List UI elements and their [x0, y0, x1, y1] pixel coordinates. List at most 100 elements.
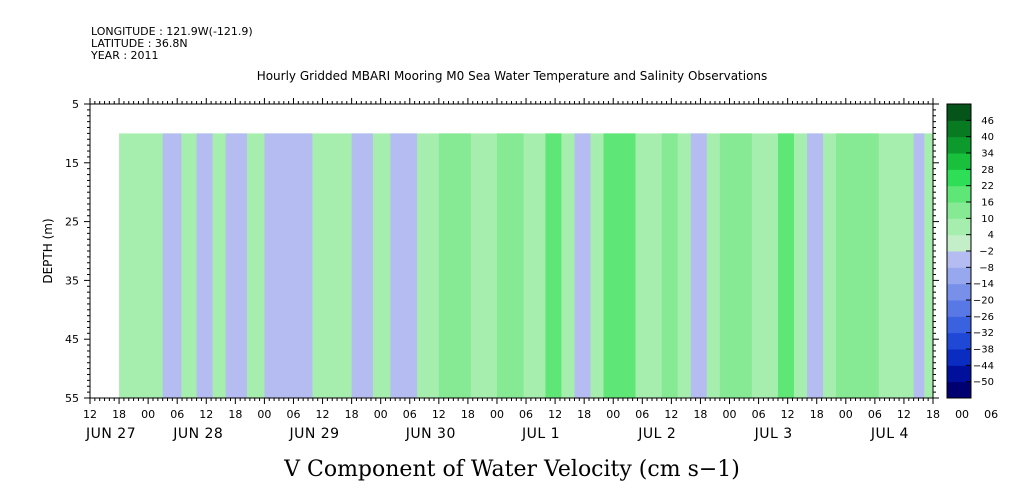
x-tick-label: 12 — [199, 408, 213, 421]
x-tick-label: 12 — [83, 408, 97, 421]
heatmap-band — [690, 133, 707, 398]
x-tick-label: 18 — [345, 408, 359, 421]
y-axis-label: DEPTH (m) — [41, 218, 55, 283]
colorbar-label: −2 — [979, 247, 994, 258]
colorbar-swatch — [947, 251, 971, 268]
colorbar-swatch — [947, 120, 971, 138]
x-tick-label: 06 — [170, 408, 184, 421]
colorbar-label: 40 — [981, 132, 994, 143]
metadata-block: LONGITUDE : 121.9W(-121.9) LATITUDE : 36… — [90, 25, 253, 62]
colorbar-swatch — [947, 365, 971, 383]
colorbar-label: 22 — [981, 181, 994, 192]
x-tick-label: 12 — [897, 408, 911, 421]
colorbar-swatch — [947, 185, 971, 203]
y-tick-label: 5 — [72, 98, 79, 111]
x-tick-label: 00 — [606, 408, 620, 421]
x-tick-label: 00 — [374, 408, 388, 421]
chart-title: Hourly Gridded MBARI Mooring M0 Sea Wate… — [257, 69, 768, 83]
colorbar-label: 4 — [988, 230, 994, 241]
x-tick-label: 06 — [403, 408, 417, 421]
x-tick-label: 12 — [664, 408, 678, 421]
heatmap-band — [545, 133, 562, 398]
colorbar-swatch — [947, 349, 971, 366]
year-text: YEAR : 2011 — [90, 49, 159, 62]
colorbar-swatch — [947, 316, 971, 334]
colorbar-swatch — [947, 300, 971, 317]
variable-label: V Component of Water Velocity (cm s−1) — [283, 457, 740, 482]
y-tick-label: 25 — [65, 216, 79, 229]
x-day-label: JUL 2 — [637, 426, 676, 442]
heatmap-band — [351, 133, 373, 398]
x-tick-label: 12 — [781, 408, 795, 421]
latitude-text: LATITUDE : 36.8N — [91, 37, 188, 50]
x-tick-label: 06 — [286, 408, 300, 421]
colorbar-label: −32 — [973, 328, 994, 339]
heatmap-band — [225, 133, 247, 398]
heatmap-band — [913, 133, 925, 398]
y-tick-label: 35 — [65, 274, 79, 287]
colorbar-swatch — [947, 169, 971, 187]
x-tick-label: 06 — [984, 408, 998, 421]
heatmap-band — [264, 133, 313, 398]
heatmap-band — [390, 133, 418, 398]
heatmap-band — [438, 133, 471, 398]
colorbar-swatch — [947, 332, 971, 350]
x-tick-label: 00 — [723, 408, 737, 421]
x-tick-label: 00 — [141, 408, 155, 421]
colorbar-label: 10 — [981, 214, 994, 225]
heatmap-band — [603, 133, 636, 398]
colorbar-label: 46 — [981, 116, 994, 127]
colorbar-swatch — [947, 218, 971, 236]
x-tick-label: 00 — [839, 408, 853, 421]
x-day-label: JUL 4 — [870, 426, 909, 442]
x-tick-label: 00 — [490, 408, 504, 421]
x-day-label: JUN 27 — [85, 426, 136, 442]
colorbar-label: −50 — [973, 377, 994, 388]
heatmap-band — [836, 133, 879, 398]
x-tick-label: 18 — [810, 408, 824, 421]
colorbar-label: −44 — [973, 361, 994, 372]
heatmap-band — [807, 133, 824, 398]
x-tick-label: 18 — [926, 408, 940, 421]
heatmap-band — [496, 133, 524, 398]
x-tick-label: 00 — [257, 408, 271, 421]
x-tick-label: 06 — [868, 408, 882, 421]
x-tick-label: 06 — [635, 408, 649, 421]
x-tick-label: 12 — [548, 408, 562, 421]
colorbar-swatch — [947, 136, 971, 154]
colorbar-swatch — [947, 283, 971, 301]
x-day-label: JUN 30 — [405, 426, 456, 442]
x-tick-label: 18 — [228, 408, 242, 421]
colorbar-label: −26 — [973, 312, 994, 323]
longitude-text: LONGITUDE : 121.9W(-121.9) — [91, 25, 253, 38]
y-axis-ticks: 5 15 25 35 45 55 — [65, 98, 939, 405]
x-tick-label: 18 — [112, 408, 126, 421]
colorbar-label: 16 — [981, 198, 994, 209]
colorbar-swatch — [947, 267, 971, 285]
x-day-label: JUN 29 — [288, 426, 339, 442]
x-axis-ticks: 12 18 00 06 12 18 00 06 12 18 00 06 12 18 00 06 12 18 00 06… — [83, 98, 998, 442]
y-tick-label: 15 — [65, 157, 79, 170]
colorbar-swatch — [947, 381, 971, 399]
x-tick-label: 06 — [519, 408, 533, 421]
heatmap-band — [661, 133, 678, 398]
x-tick-label: 18 — [461, 408, 475, 421]
x-day-label: JUN 28 — [172, 426, 223, 442]
colorbar-label: −38 — [973, 345, 994, 356]
y-tick-label: 55 — [65, 392, 79, 405]
x-tick-label: 18 — [693, 408, 707, 421]
colorbar-label: −20 — [973, 296, 994, 307]
colorbar-swatch — [947, 234, 971, 252]
heatmap-band — [777, 133, 794, 398]
colorbar: 46 40 34 28 22 16 10 4 −2 −8 −14 −20 −26 −32 −38 −44 −50 — [946, 103, 994, 399]
x-tick-label: 00 — [955, 408, 969, 421]
x-day-label: JUL 1 — [521, 426, 560, 442]
heatmap-band — [162, 133, 182, 398]
colorbar-swatch — [947, 153, 971, 170]
x-tick-label: 18 — [577, 408, 591, 421]
y-tick-label: 45 — [65, 333, 79, 346]
colorbar-swatch — [947, 202, 971, 219]
colorbar-label: 34 — [981, 149, 994, 160]
colorbar-swatch — [947, 104, 971, 121]
heatmap-band — [719, 133, 752, 398]
